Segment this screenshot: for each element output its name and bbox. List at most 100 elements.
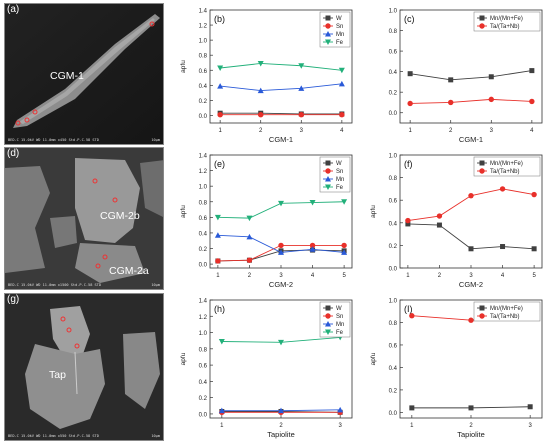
x-tick-label: 1 (220, 423, 224, 429)
data-point (338, 80, 345, 87)
legend-marker (479, 305, 485, 311)
cgm1-grain-image (5, 4, 163, 144)
y-tick-label: 1.2 (199, 315, 208, 321)
legend-entry: Mn (336, 177, 344, 183)
x-tick-label: 3 (338, 423, 342, 429)
x-tick-label: 5 (342, 273, 346, 279)
legend-marker (325, 321, 331, 327)
data-point (448, 99, 454, 106)
legend-box (473, 301, 541, 322)
y-tick-label: 0.2 (389, 388, 398, 394)
legend-entry: Sn (336, 24, 343, 30)
data-point (278, 242, 284, 249)
legend-entry: Mn (336, 322, 344, 328)
y-tick-label: 0.6 (199, 69, 208, 75)
legend-marker (479, 168, 485, 174)
chart-svg: 0.0 0.2 0.4 0.6 0.8 1.0 1.2 1.4 1 2 3 (h) apfu Tapiol… (180, 299, 353, 439)
data-point (338, 67, 345, 74)
data-point (246, 215, 253, 222)
data-point (341, 242, 347, 249)
y-tick-label: 1.0 (199, 185, 208, 191)
x-tick-label: 5 (532, 273, 536, 279)
legend-entry: Mn (336, 32, 344, 38)
y-tick-label: 0.0 (389, 267, 398, 273)
legend-marker (479, 15, 485, 21)
x-tick-label: 3 (528, 423, 532, 429)
x-tick-label: 3 (469, 273, 473, 279)
y-tick-label: 1.0 (389, 9, 398, 15)
panel-label: (e) (214, 159, 225, 169)
data-point (341, 249, 348, 255)
legend-entry: Fe (336, 40, 344, 46)
legend-entry: Mn/(Mn+Fe) (490, 161, 523, 167)
chart-i: 0.0 0.2 0.4 0.6 0.8 1.0 1 2 3 (I) apfu Tapiolite Mn/… (360, 293, 550, 443)
y-tick-label: 0.2 (199, 247, 208, 253)
y-tick-label: 1.4 (199, 299, 208, 305)
y-tick-label: 0.4 (199, 84, 208, 90)
legend-entry: Ta/(Ta+Nb) (490, 314, 520, 320)
legend-marker (325, 305, 331, 311)
y-tick-label: 1.4 (199, 154, 208, 160)
sem-info-d: BED-C 15.0kV WD 11.0mm x1500 Std.P.C.58 … (8, 283, 102, 287)
x-axis-label: CGM-2 (269, 280, 293, 289)
data-point (407, 100, 413, 107)
legend-entry: Sn (336, 169, 343, 175)
legend-marker (479, 160, 485, 166)
y-tick-label: 0.0 (389, 111, 398, 117)
x-tick-label: 3 (490, 128, 494, 134)
data-point (468, 405, 474, 411)
data-point (215, 258, 221, 264)
sem-image-a: (a) CGM-1 BED-C 15.0kV WD 11.0mm x450 St… (4, 3, 164, 145)
panel-label: (I) (404, 304, 413, 314)
legend-marker (325, 184, 331, 190)
x-tick-label: 4 (311, 273, 315, 279)
grain-label-cgm2a: CGM-2a (109, 265, 149, 277)
legend-marker (325, 168, 331, 174)
legend-marker (325, 31, 331, 37)
x-tick-label: 1 (216, 273, 220, 279)
sem-image-g: (g) Tap BED-C 15.0kV WD 11.0mm x550 Std.… (4, 293, 164, 441)
y-tick-label: 0.4 (199, 380, 208, 386)
sem-info-a: BED-C 15.0kV WD 11.0mm x450 Std.P.C.58 S… (8, 138, 99, 142)
panel-label: (b) (214, 14, 225, 24)
y-tick-label: 0.6 (199, 216, 208, 222)
data-point (468, 192, 474, 199)
data-point (488, 96, 494, 103)
y-tick-label: 0.6 (389, 50, 398, 56)
series-line (220, 83, 342, 92)
y-axis-label: apfu (180, 352, 187, 365)
y-tick-label: 0.4 (199, 231, 208, 237)
x-tick-label: 1 (218, 128, 222, 134)
y-tick-label: 0.0 (199, 263, 208, 269)
series-line (410, 70, 532, 81)
series-line (407, 223, 535, 250)
legend-marker (325, 160, 331, 166)
grain-label-cgm2b: CGM-2b (100, 210, 140, 222)
data-point (298, 85, 305, 91)
y-tick-label: 0.8 (199, 54, 208, 60)
legend-marker (325, 313, 331, 319)
legend-marker (325, 39, 331, 45)
data-point (337, 406, 344, 413)
tapiolite-grain-image (5, 294, 163, 440)
data-point (278, 200, 284, 207)
legend-entry: W (336, 16, 342, 22)
chart-svg: 0.0 0.2 0.4 0.6 0.8 1.0 1 2 3 4 5 (f) apfu CGM-2 Mn/(M… (370, 154, 543, 289)
x-tick-label: 1 (408, 128, 412, 134)
legend-entry: Fe (336, 330, 344, 336)
data-point (278, 339, 284, 346)
y-tick-label: 0.6 (199, 364, 208, 370)
series-line (220, 112, 342, 115)
chart-svg: 0.0 0.2 0.4 0.6 0.8 1.0 1.2 1.4 1 2 3 4 (b) apfu CGM-1… (180, 9, 353, 144)
data-point (214, 214, 221, 221)
chart-c: 0.0 0.2 0.4 0.6 0.8 1.0 1 2 3 4 (c) CGM-1 Mn/(Mn+Fe)… (360, 3, 550, 148)
x-axis-label: Tapiolite (457, 430, 485, 439)
y-tick-label: 0.4 (389, 70, 398, 76)
y-tick-label: 0.4 (389, 221, 398, 227)
chart-b: 0.0 0.2 0.4 0.6 0.8 1.0 1.2 1.4 1 2 3 4 (b) apfu CGM-1… (170, 3, 360, 148)
x-tick-label: 4 (501, 273, 505, 279)
chart-svg: 0.0 0.2 0.4 0.6 0.8 1.0 1 2 3 4 (c) CGM-1 Mn/(Mn+Fe)… (389, 9, 543, 144)
legend-entry: Fe (336, 185, 344, 191)
y-tick-label: 0.0 (389, 411, 398, 417)
y-tick-label: 0.8 (389, 176, 398, 182)
